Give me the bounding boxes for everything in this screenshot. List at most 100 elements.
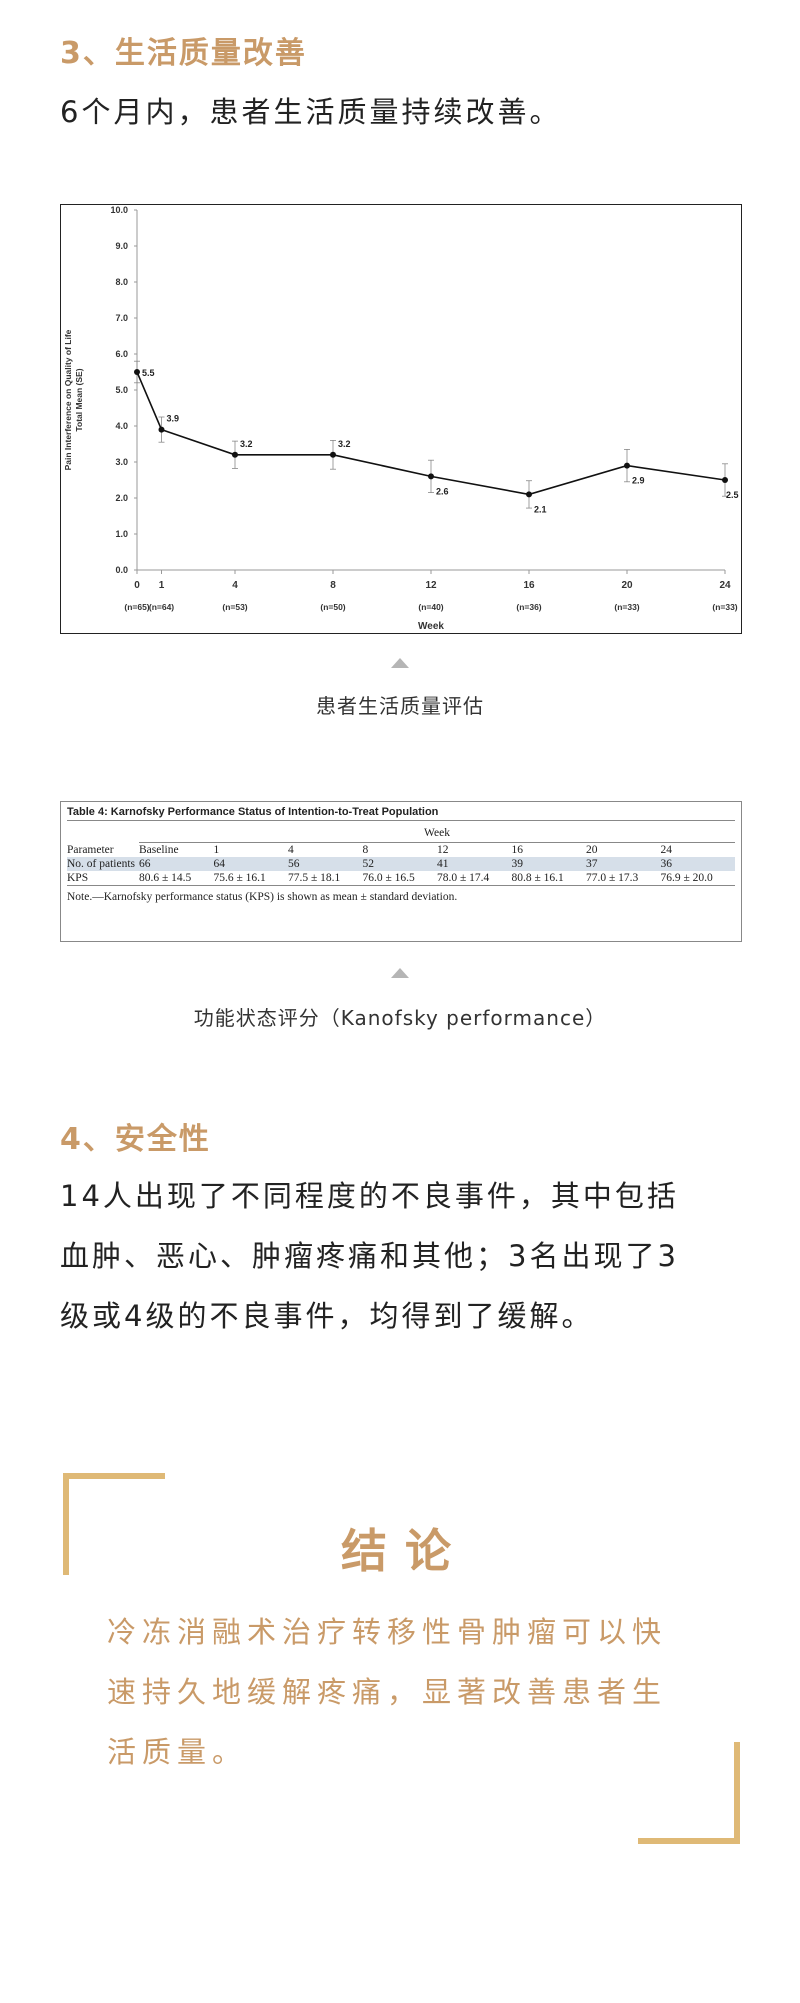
data-label: 2.5 (726, 490, 739, 500)
x-tick-label: 8 (330, 580, 336, 591)
kps-table-grid: Week Parameter Baseline 1 4 8 12 16 20 24 No. of… (67, 821, 735, 906)
x-tick-label: 24 (719, 580, 731, 591)
header-cell: 20 (586, 844, 598, 856)
table-row: KPS 80.6 ± 14.5 75.6 ± 16.1 77.5 ± 18.1 76.0… (67, 871, 735, 886)
row-cell: 75.6 ± 16.1 (213, 872, 266, 884)
table-note: Note.—Karnofsky performance status (KPS)… (67, 885, 735, 906)
y-tick-label: 3.0 (115, 457, 128, 467)
frame-corner-top-left-vertical (63, 1473, 69, 1575)
n-label: (n=36) (516, 602, 541, 612)
table-header-row: Parameter Baseline 1 4 8 12 16 20 24 (67, 843, 735, 858)
data-point (232, 451, 238, 458)
data-label: 3.2 (338, 439, 351, 449)
qol-chart-svg: 0.0 1.0 2.0 3.0 4.0 5.0 6.0 7.0 8.0 9.0 10.0 0 (n=65… (63, 205, 739, 632)
row-cell: 36 (660, 857, 735, 871)
row-cell: 76.0 ± 16.5 (362, 872, 415, 884)
header-cell: Parameter (67, 843, 114, 856)
header-cell: Baseline (139, 844, 179, 856)
data-label: 2.1 (534, 504, 547, 514)
data-label: 5.5 (142, 368, 155, 378)
x-tick-label: 16 (523, 580, 535, 591)
row-cell: 41 (437, 857, 512, 871)
header-cell: 1 (213, 844, 220, 856)
x-tick-label: 12 (425, 580, 437, 591)
chart-caption: 患者生活质量评估 (316, 694, 484, 718)
conclusion-line: 速持久地缓解疼痛，显著改善患者生 (107, 1675, 668, 1709)
data-point (134, 369, 140, 375)
section4-body: 14人出现了不同程度的不良事件，其中包括 血肿、恶心、肿瘤疼痛和其他；3名出现了… (60, 1166, 679, 1346)
y-tick-label: 9.0 (115, 241, 128, 251)
x-axis-title: Week (418, 621, 444, 632)
data-label: 2.9 (632, 476, 645, 486)
y-tick-label: 6.0 (115, 349, 128, 359)
y-axis-title-line: Total Mean (SE) (74, 368, 84, 431)
header-cell: 12 (437, 844, 449, 856)
table-caption: 功能状态评分（Kanofsky performance） (193, 1006, 607, 1030)
conclusion-line: 活质量。 (107, 1735, 248, 1769)
row-cell: 64 (213, 857, 288, 871)
table-row: No. of patients 66 64 56 52 41 39 37 36 (67, 857, 735, 871)
section3-heading: 3、生活质量改善 (60, 36, 307, 71)
y-tick-label: 1.0 (115, 529, 128, 539)
data-point (526, 491, 532, 498)
section4-line: 级或4级的不良事件，均得到了缓解。 (60, 1299, 594, 1333)
row-cell: 80.8 ± 16.1 (511, 872, 564, 884)
row-cell: 66 (139, 857, 214, 871)
row-cell: 77.5 ± 18.1 (288, 872, 341, 884)
header-cell: 16 (511, 844, 524, 856)
x-tick-label: 0 (134, 580, 140, 591)
y-tick-label: 10.0 (110, 205, 128, 215)
table-title: Table 4: Karnofsky Performance Status of… (67, 802, 735, 821)
conclusion-title: 结论 (341, 1524, 469, 1578)
row-cell: 52 (362, 857, 437, 871)
header-cell: 4 (288, 844, 294, 856)
x-tick-label: 1 (159, 580, 165, 591)
row-cell: 37 (586, 857, 661, 871)
qol-chart: 0.0 1.0 2.0 3.0 4.0 5.0 6.0 7.0 8.0 9.0 10.0 0 (n=65… (60, 204, 742, 634)
n-label: (n=64) (149, 602, 174, 612)
n-label: (n=53) (222, 602, 247, 612)
x-tick-label: 4 (232, 580, 238, 591)
data-label: 3.2 (240, 439, 253, 449)
data-label: 2.6 (436, 486, 449, 496)
frame-corner-top-left (63, 1473, 165, 1479)
row-cell: 39 (511, 857, 586, 871)
caret-up-icon (391, 658, 409, 668)
y-tick-label: 8.0 (115, 277, 128, 287)
y-tick-label: 5.0 (115, 385, 128, 395)
frame-corner-bottom-right-vertical (734, 1742, 740, 1844)
n-label: (n=50) (320, 602, 345, 612)
conclusion-line: 冷冻消融术治疗转移性骨肿瘤可以快 (107, 1615, 668, 1649)
data-point (428, 473, 434, 480)
y-axis-title-line: Pain Interference on Quality of Life (63, 329, 73, 470)
y-tick-label: 2.0 (115, 493, 128, 503)
row-cell: 78.0 ± 17.4 (437, 872, 490, 884)
section4-heading: 4、安全性 (60, 1122, 211, 1157)
data-point (624, 462, 630, 469)
kps-table: Table 4: Karnofsky Performance Status of… (60, 801, 742, 942)
week-header: Week (139, 821, 735, 843)
header-cell: 24 (660, 844, 673, 856)
caret-up-icon (391, 968, 409, 978)
y-tick-label: 0.0 (115, 565, 128, 575)
frame-corner-bottom-right (638, 1838, 740, 1844)
row-cell: 76.9 ± 20.0 (660, 872, 713, 884)
header-cell: 8 (362, 844, 369, 856)
data-point (158, 426, 165, 433)
n-label: (n=33) (614, 602, 639, 612)
y-tick-label: 4.0 (115, 421, 128, 431)
series-line (136, 371, 726, 496)
row-cell: KPS (67, 872, 89, 884)
n-label: (n=40) (418, 602, 443, 612)
data-point (330, 451, 336, 458)
y-axis-title: Pain Interference on Quality of LifeTota… (63, 329, 84, 470)
section3-body: 6个月内，患者生活质量持续改善。 (60, 95, 562, 129)
row-cell: 77.0 ± 17.3 (586, 872, 639, 884)
x-tick-label: 20 (621, 580, 633, 591)
data-label: 3.9 (167, 414, 180, 424)
n-label: (n=33) (712, 602, 737, 612)
section4-line: 血肿、恶心、肿瘤疼痛和其他；3名出现了3 (60, 1239, 679, 1273)
n-label: (n=65) (124, 602, 149, 612)
conclusion-body: 冷冻消融术治疗转移性骨肿瘤可以快 速持久地缓解疼痛，显著改善患者生 活质量。 (107, 1602, 707, 1782)
row-cell: No. of patients (67, 857, 139, 871)
